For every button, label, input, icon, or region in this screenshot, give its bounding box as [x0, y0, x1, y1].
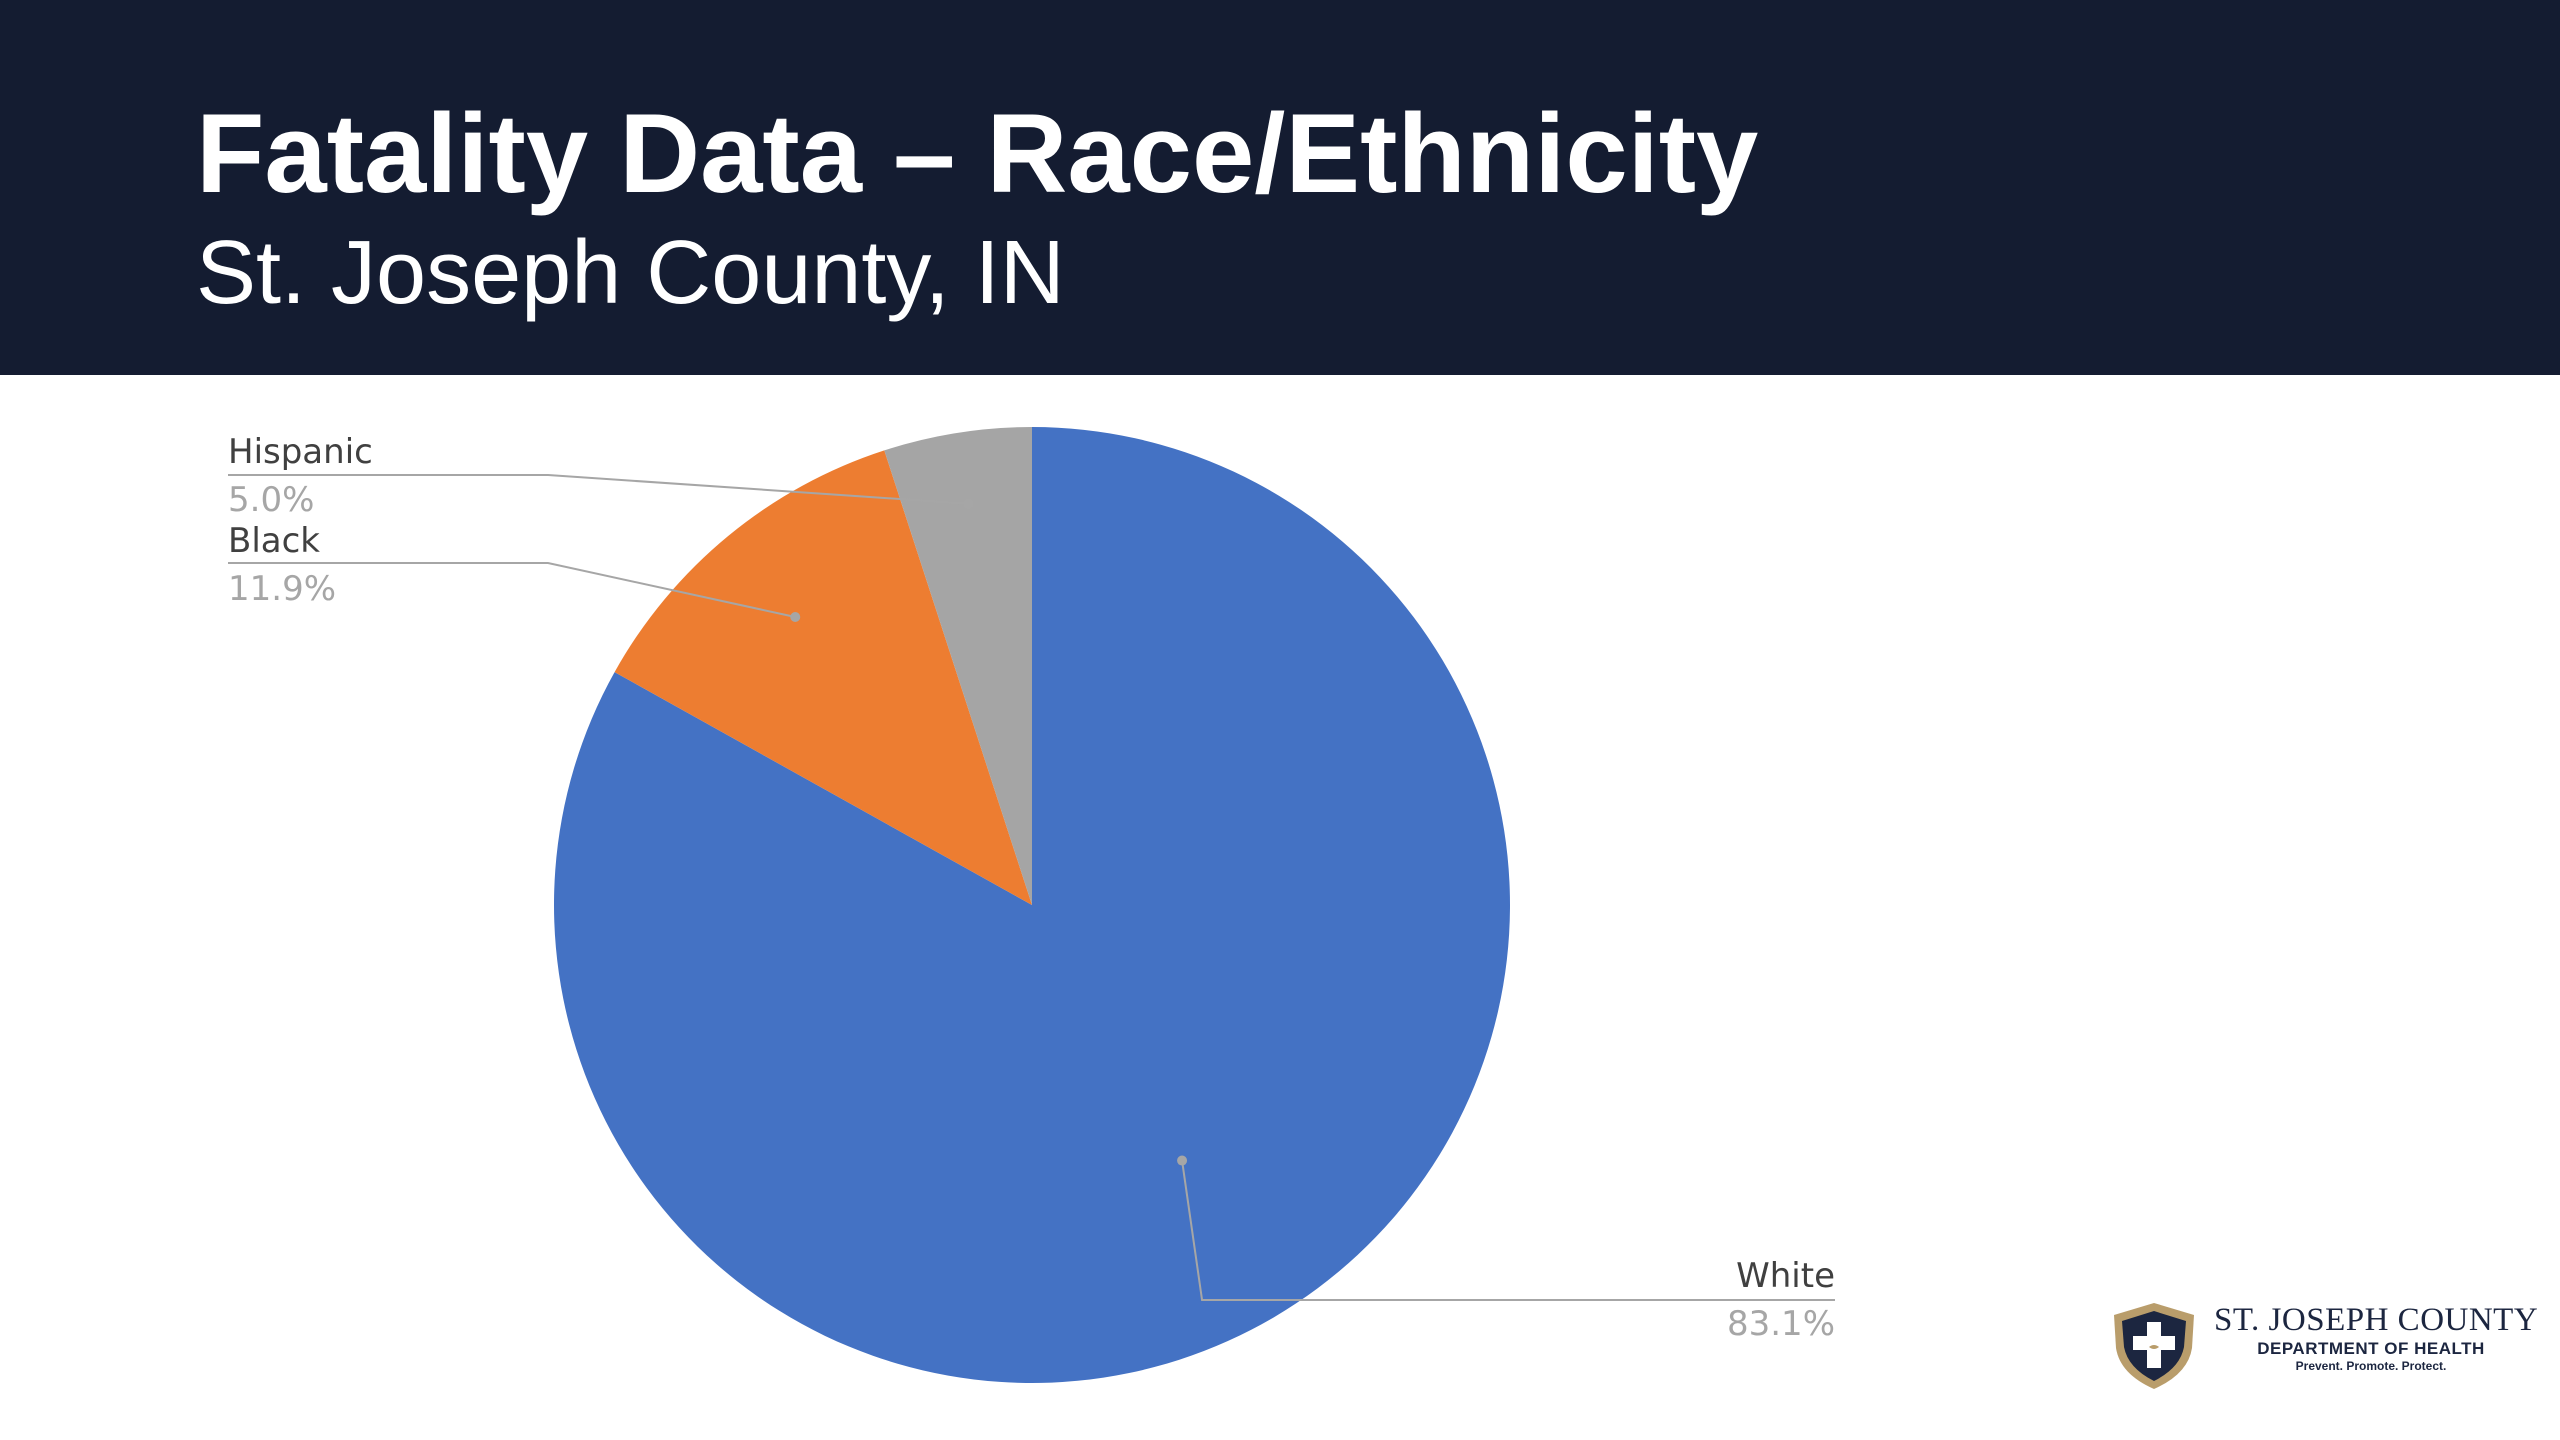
logo-text: ST. JOSEPH COUNTY DEPARTMENT OF HEALTH P… — [2214, 1302, 2539, 1374]
logo-line2: DEPARTMENT OF HEALTH — [2257, 1339, 2485, 1358]
leader-line-black — [228, 562, 796, 618]
leader-dot-hispanic — [963, 498, 974, 509]
data-label-category-white: White — [1736, 1256, 1835, 1296]
leader-dot-white — [1177, 1155, 1188, 1166]
logo-line1: ST. JOSEPH COUNTY — [2214, 1302, 2539, 1338]
data-label-category-black: Black — [228, 521, 320, 561]
slide-title: Fatality Data – Race/Ethnicity — [196, 91, 1759, 216]
county-health-logo: ST. JOSEPH COUNTY DEPARTMENT OF HEALTH P… — [2108, 1300, 2539, 1392]
data-label-percent-hispanic: 5.0% — [228, 480, 314, 520]
slide-subtitle: St. Joseph County, IN — [196, 223, 1065, 323]
data-label-category-hispanic: Hispanic — [228, 432, 373, 472]
shield-cross-icon — [2114, 1303, 2194, 1389]
data-label-percent-white: 83.1% — [1727, 1304, 1835, 1344]
leader-dot-black — [790, 611, 801, 622]
leader-line-hispanic — [228, 474, 969, 505]
slide-header: Fatality Data – Race/Ethnicity St. Josep… — [0, 0, 2560, 375]
pie-slice-black — [614, 450, 1032, 905]
pie-slice-hispanic — [884, 427, 1032, 905]
leader-line-white — [1181, 1160, 1835, 1301]
data-label-percent-black: 11.9% — [228, 569, 336, 609]
logo-line3: Prevent. Promote. Protect. — [2295, 1359, 2447, 1374]
